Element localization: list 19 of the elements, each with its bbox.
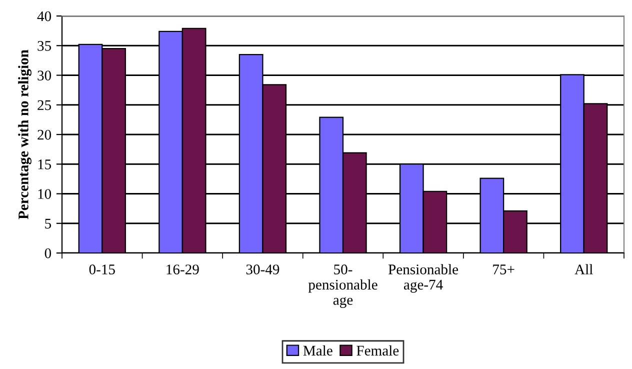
y-tick-label: 10 (38, 189, 52, 199)
x-tick-label: 75+ (493, 264, 514, 274)
x-tick-label: 0-15 (89, 264, 115, 274)
legend-label: Male (303, 345, 332, 356)
y-tick-label: 25 (38, 100, 52, 110)
x-tick-label: Pensionable age-74 (388, 264, 458, 293)
y-tick-label: 40 (37, 11, 52, 22)
y-tick-label: 15 (38, 160, 52, 170)
y-tick-label: 35 (38, 41, 52, 51)
y-axis-title: Percentage with no religion (18, 50, 32, 220)
y-tick-label: 5 (45, 218, 52, 229)
x-tick-label: 30-49 (246, 264, 280, 274)
x-tick-label: 16-29 (166, 264, 199, 274)
y-tick-label: 20 (38, 130, 52, 140)
y-tick-label: 30 (38, 70, 52, 80)
y-tick-label: 0 (44, 248, 52, 258)
x-tick-label: 50- pensionable age (308, 264, 378, 308)
legend-label: Female (356, 345, 399, 356)
x-tick-label: All (574, 264, 593, 274)
